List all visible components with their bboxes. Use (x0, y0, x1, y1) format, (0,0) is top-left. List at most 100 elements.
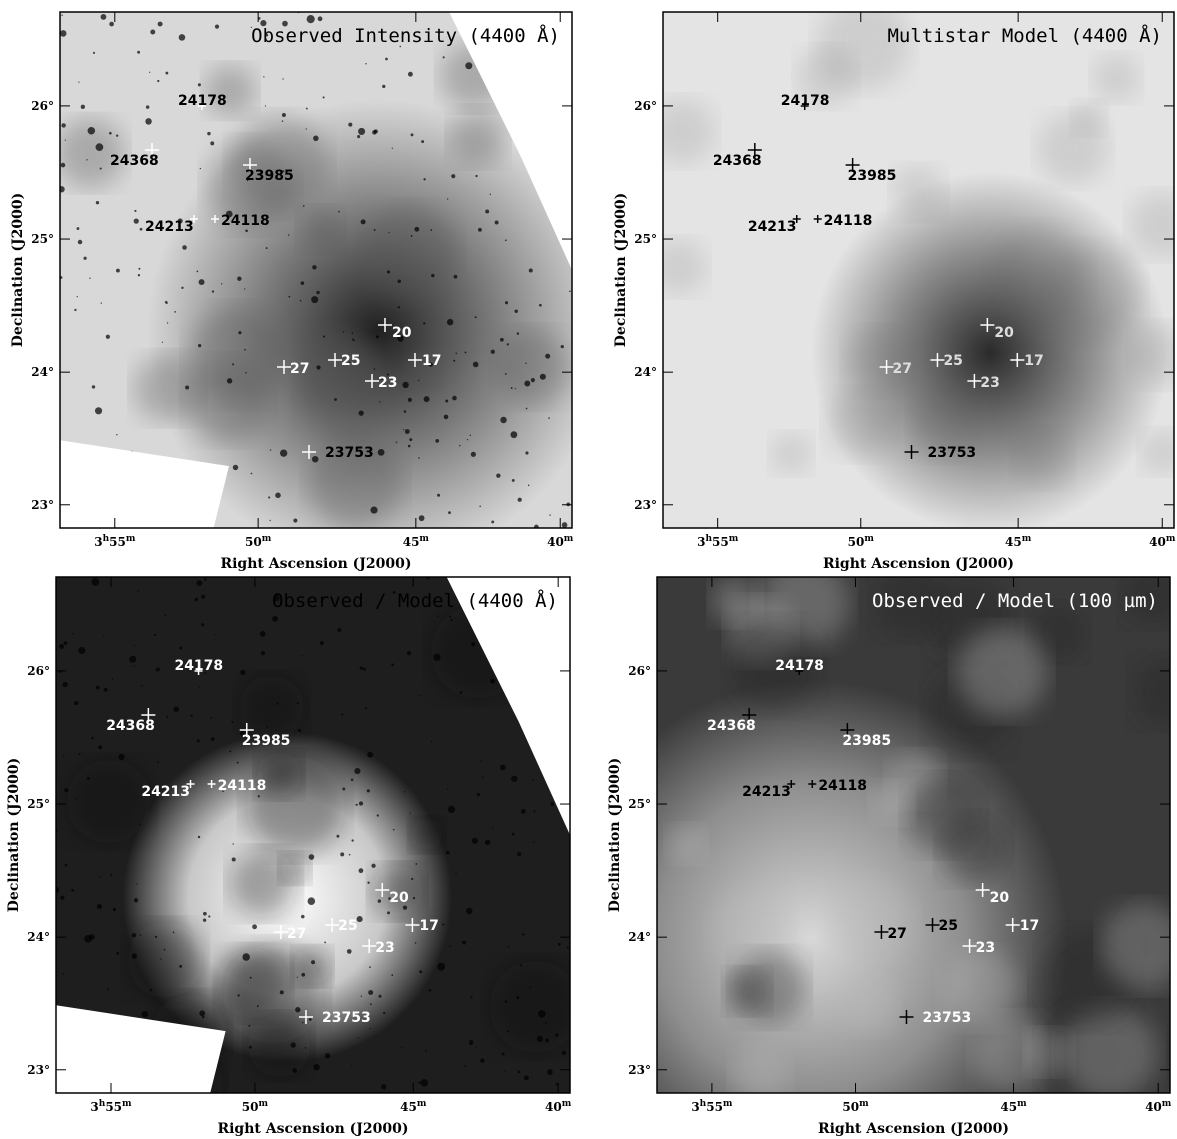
star-dot (561, 345, 564, 348)
star-dot (292, 1068, 297, 1073)
star-dot (300, 300, 302, 302)
star-dot (65, 864, 68, 867)
cloud (871, 782, 912, 823)
x-tick-label: 40m (547, 534, 574, 549)
star-dot (270, 520, 271, 521)
star-dot (232, 363, 234, 365)
star-dot (490, 194, 491, 195)
x-tick-label: 50m (848, 534, 875, 549)
star-dot (167, 322, 168, 323)
star-dot (490, 679, 495, 684)
star-dot (419, 515, 425, 521)
star-dot (342, 788, 345, 791)
star-dot (381, 1084, 386, 1089)
star-dot (138, 274, 140, 276)
star-dot (518, 1071, 521, 1074)
star-dot (437, 963, 445, 971)
star-dot (508, 946, 509, 947)
star-dot (96, 143, 104, 151)
star-dot (352, 339, 353, 340)
x-tick-label: 50m (842, 1099, 869, 1114)
star-dot (479, 505, 481, 507)
tick-part: ° (48, 99, 54, 113)
star-dot (307, 15, 315, 23)
star-dot (318, 16, 323, 21)
tick-part: 25 (628, 797, 645, 811)
star-dot (492, 828, 493, 829)
tick-part: m (729, 534, 739, 544)
tick-part: 40 (1145, 1100, 1162, 1114)
star-dot (245, 372, 246, 373)
star-dot (549, 514, 550, 515)
tick-part: 55 (706, 1100, 723, 1114)
star-dot (198, 836, 200, 838)
star-dot (460, 691, 463, 694)
tick-part: m (1166, 534, 1176, 544)
star-dot (301, 973, 305, 977)
star-label: 25 (943, 353, 962, 369)
cloud (490, 961, 582, 1053)
star-dot (496, 473, 500, 477)
tick-part: 26 (27, 664, 44, 678)
star-dot (65, 140, 66, 141)
star-dot (505, 373, 507, 375)
star-dot (165, 301, 168, 304)
star-dot (409, 438, 412, 441)
star-dot (232, 857, 236, 861)
star-dot (309, 854, 315, 860)
star-dot (100, 876, 101, 877)
star-dot (368, 990, 373, 995)
star-dot (298, 729, 301, 732)
tick-part: ° (651, 99, 657, 113)
star-dot (425, 1050, 427, 1052)
star-dot (174, 311, 176, 313)
cloud (1014, 430, 1070, 486)
star-dot (282, 78, 283, 79)
star-dot (301, 655, 302, 656)
tick-part: ° (48, 365, 54, 379)
star-dot (98, 745, 102, 749)
star-dot (96, 685, 100, 689)
y-tick-label: 25° (31, 232, 54, 246)
star-dot (511, 387, 513, 389)
cloud (826, 390, 894, 458)
star-dot (413, 897, 415, 899)
cloud (892, 166, 944, 218)
star-label: 24368 (106, 718, 155, 734)
x-tick-label: 40m (1149, 534, 1176, 549)
star-dot (232, 843, 233, 844)
star-dot (248, 1025, 250, 1027)
star-dot (391, 974, 393, 976)
star-dot (231, 721, 233, 723)
star-label: 20 (392, 325, 412, 341)
star-dot (190, 714, 192, 716)
star-dot (64, 641, 68, 645)
star-dot (470, 996, 472, 998)
star-dot (525, 451, 528, 454)
tick-part: 45 (1005, 535, 1022, 549)
star-dot (179, 34, 186, 41)
star-dot (199, 279, 205, 285)
cloud (649, 99, 714, 164)
star-dot (466, 908, 472, 914)
star-dot (88, 127, 95, 134)
star-dot (360, 666, 363, 669)
star-dot (385, 58, 388, 61)
cloud (651, 240, 706, 295)
star-dot (200, 168, 201, 169)
star-dot (233, 465, 238, 470)
star-dot (371, 864, 375, 868)
tick-part: 23 (634, 498, 651, 512)
star-dot (407, 651, 411, 655)
star-dot (133, 665, 135, 667)
star-dot (116, 269, 120, 273)
star-label: 20 (994, 325, 1014, 341)
tick-part: 24 (27, 930, 44, 944)
star-dot (505, 239, 507, 241)
star-dot (389, 232, 390, 233)
star-dot (538, 1010, 546, 1018)
star-dot (514, 310, 517, 313)
star-dot (311, 960, 315, 964)
star-dot (93, 52, 95, 54)
star-dot (387, 270, 390, 273)
